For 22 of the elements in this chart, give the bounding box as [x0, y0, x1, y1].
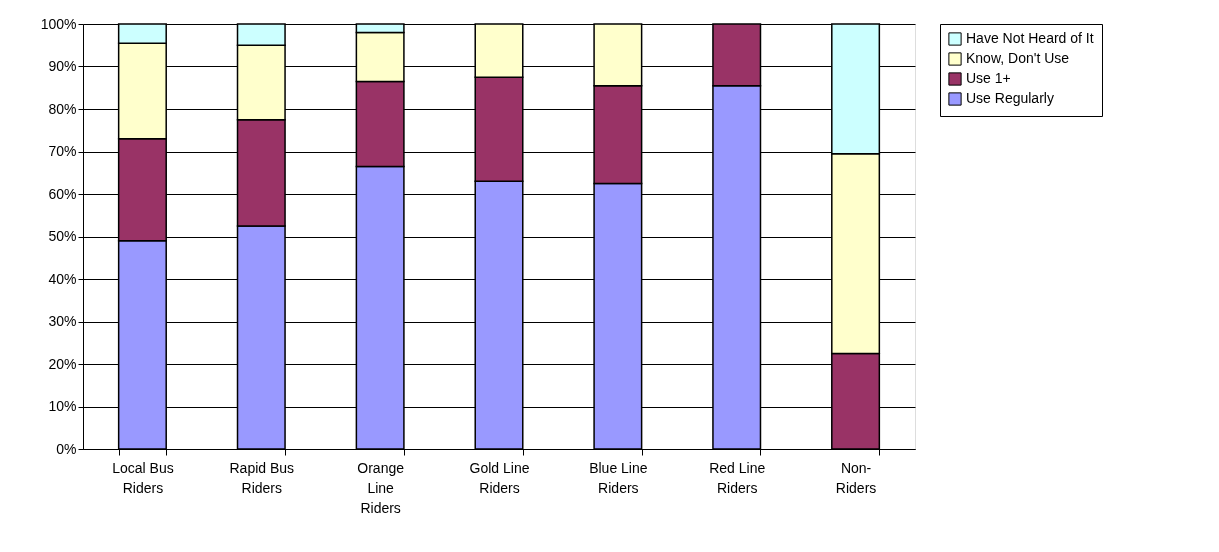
y-tick-label: 0% — [56, 440, 77, 457]
y-tick-label: 100% — [40, 15, 77, 32]
y-tick-label: 60% — [48, 185, 77, 202]
y-tick-label: 50% — [48, 228, 77, 244]
legend-label: Know, Don't Use — [966, 50, 1070, 66]
y-tick-label: 10% — [48, 398, 77, 414]
y-tick-label: 70% — [48, 143, 77, 159]
legend-label: Have Not Heard of It — [966, 30, 1094, 46]
y-tick-label: 30% — [48, 313, 77, 329]
x-tick-label: Red Line Riders — [709, 459, 766, 496]
y-tick-label: 80% — [48, 100, 77, 117]
x-tick-label: Non-Riders — [835, 459, 877, 496]
x-tick-label: Gold Line Riders — [469, 459, 530, 496]
y-tick-label: 90% — [48, 58, 77, 74]
legend-label: Use Regularly — [966, 90, 1054, 106]
x-tick-label: Orange Line Riders — [357, 459, 405, 516]
legend-label: Use 1+ — [966, 70, 1011, 86]
y-tick-label: 20% — [48, 355, 77, 372]
x-tick-label: Rapid Bus Riders — [229, 459, 295, 496]
y-tick-label: 40% — [48, 270, 77, 287]
x-tick-label: Local Bus Riders — [112, 459, 174, 496]
x-tick-label: Blue Line Riders — [589, 459, 648, 496]
